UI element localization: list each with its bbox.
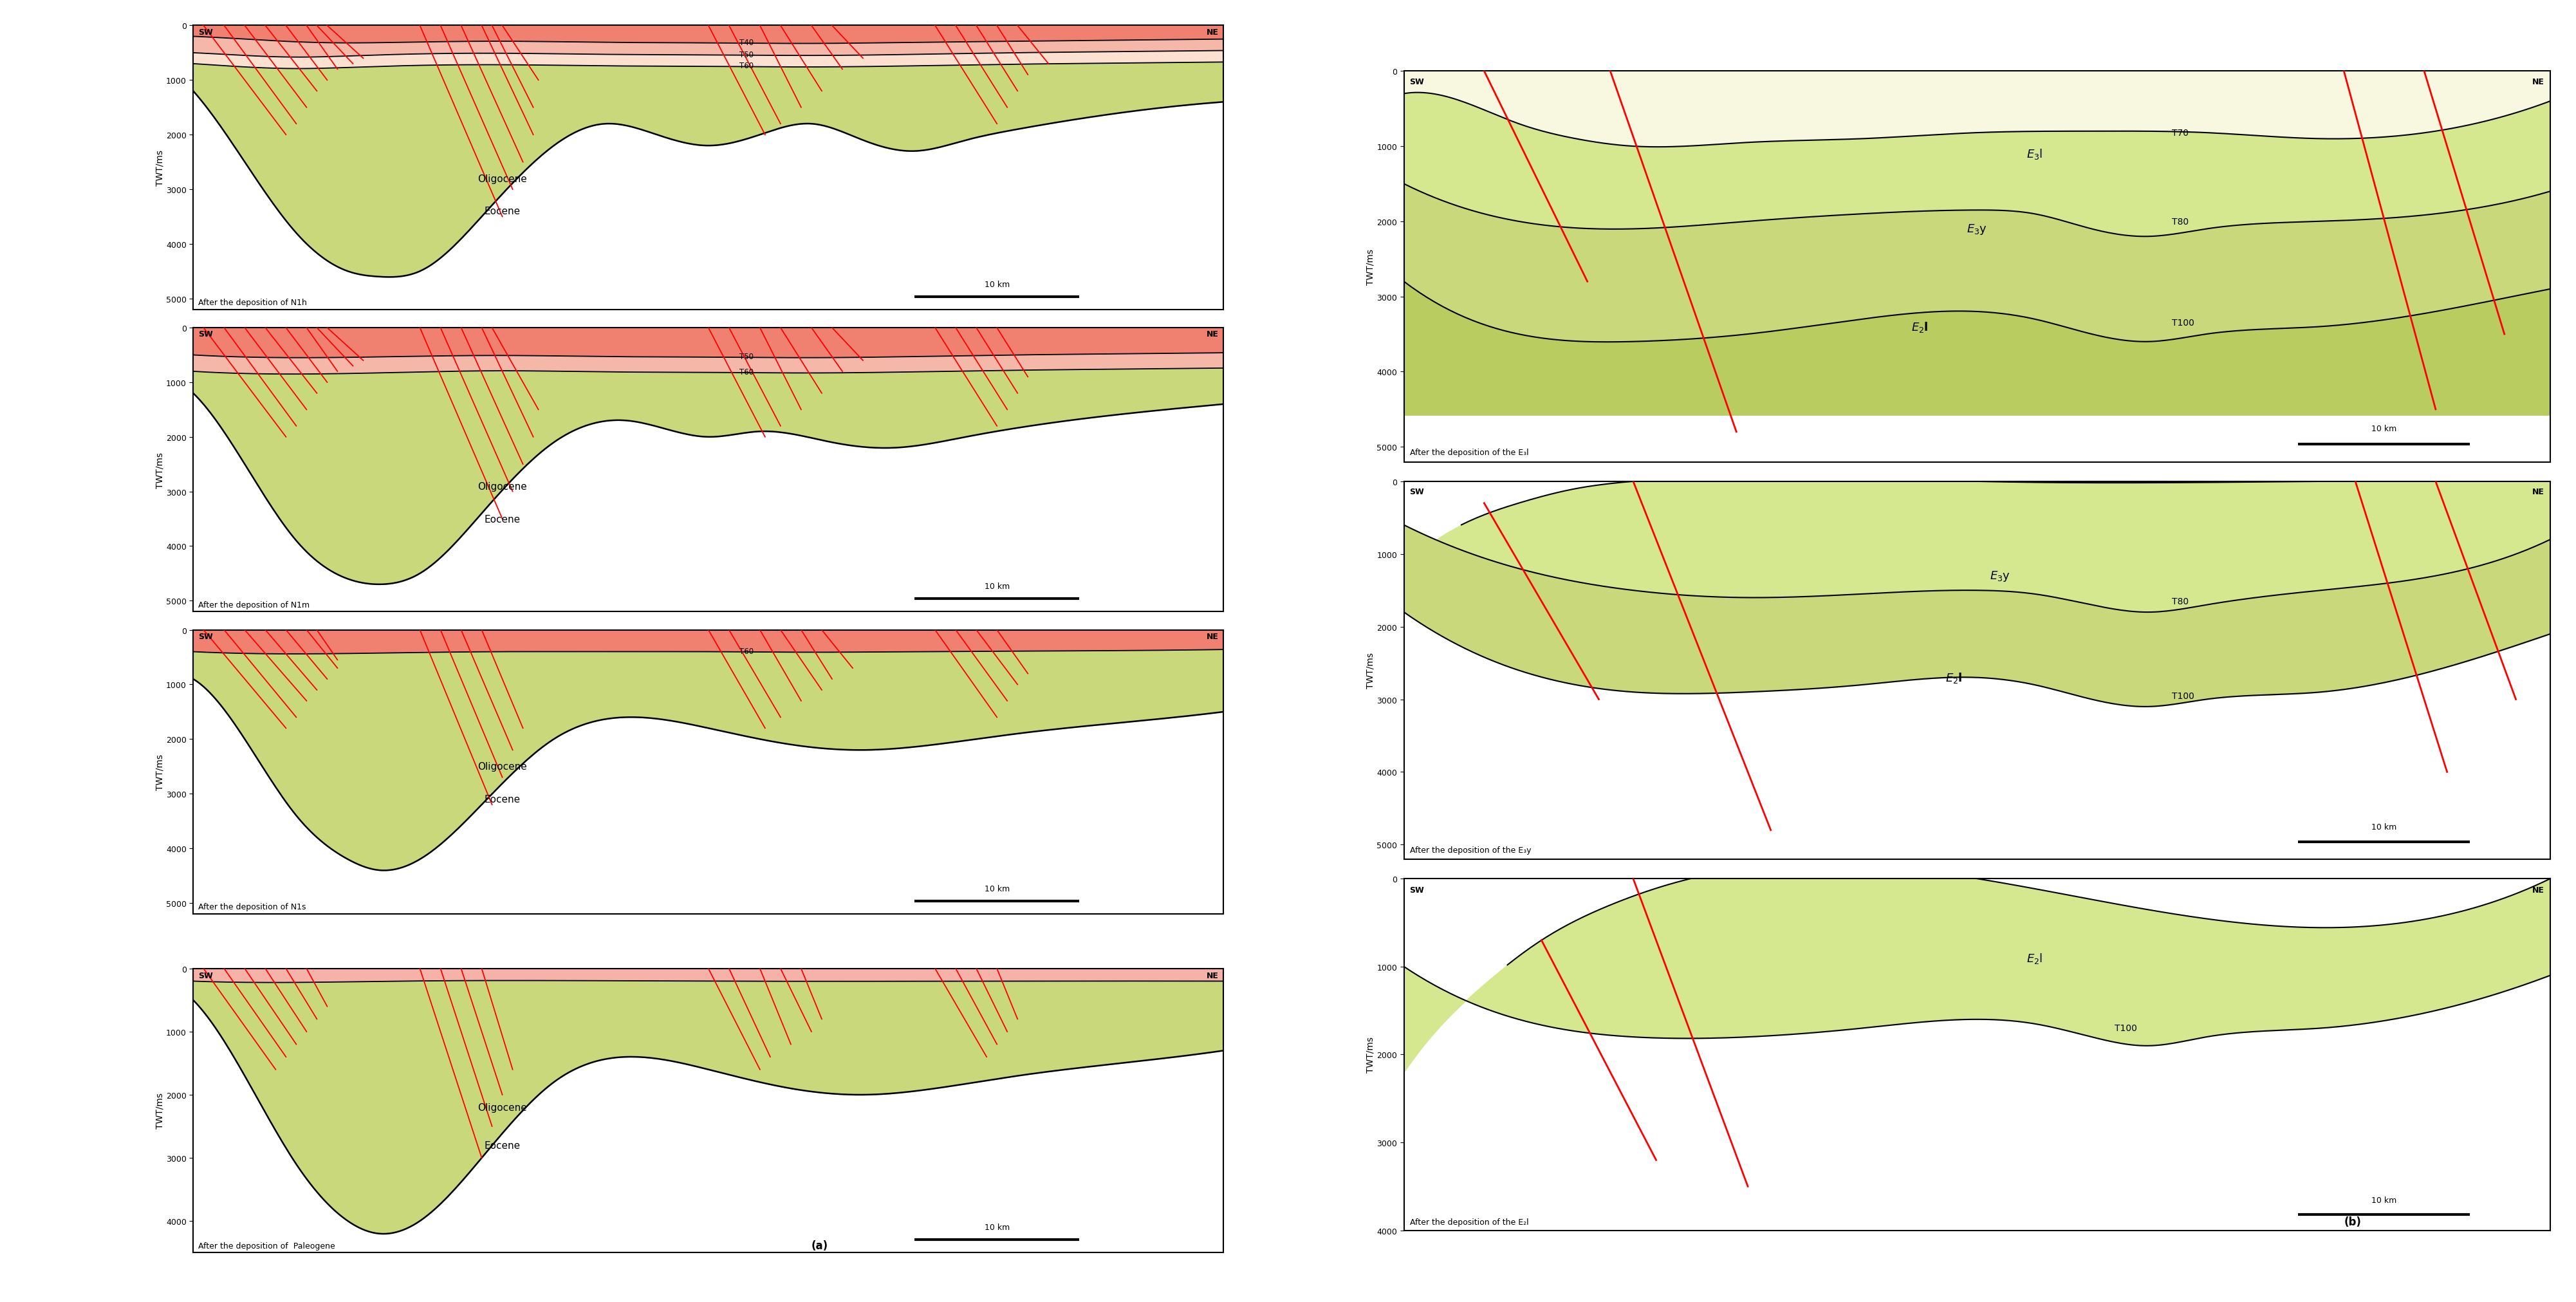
- Text: Oligocene: Oligocene: [477, 482, 528, 491]
- Text: NE: NE: [2532, 487, 2545, 496]
- Text: T60: T60: [739, 368, 755, 376]
- Text: T80: T80: [2172, 217, 2190, 227]
- Text: $E_2$l: $E_2$l: [1911, 320, 1929, 333]
- Text: Oligocene: Oligocene: [477, 1103, 528, 1112]
- Text: 10 km: 10 km: [2372, 424, 2396, 432]
- Text: After the deposition of N1s: After the deposition of N1s: [198, 902, 307, 911]
- Text: SW: SW: [198, 331, 214, 339]
- Text: Eocene: Eocene: [484, 514, 520, 523]
- Text: Oligocene: Oligocene: [477, 762, 528, 772]
- Text: 10 km: 10 km: [2372, 1195, 2396, 1204]
- Text: SW: SW: [198, 29, 214, 36]
- Text: Eocene: Eocene: [484, 207, 520, 216]
- Text: 10 km: 10 km: [2372, 823, 2396, 831]
- Y-axis label: TWT/ms: TWT/ms: [1365, 652, 1376, 689]
- Text: $E_2$l: $E_2$l: [1945, 671, 1963, 685]
- Text: T100: T100: [2172, 691, 2195, 700]
- Text: NE: NE: [1206, 29, 1218, 36]
- Text: T40: T40: [739, 39, 755, 47]
- Text: (a): (a): [811, 1240, 829, 1251]
- Text: T60: T60: [739, 61, 755, 70]
- Y-axis label: TWT/ms: TWT/ms: [155, 754, 165, 790]
- Text: T100: T100: [2172, 319, 2195, 328]
- Y-axis label: TWT/ms: TWT/ms: [155, 1092, 165, 1129]
- Text: After the deposition of N1h: After the deposition of N1h: [198, 298, 307, 307]
- Text: T70: T70: [2172, 129, 2190, 138]
- Text: After the deposition of the E₃l: After the deposition of the E₃l: [1409, 448, 1528, 457]
- Text: SW: SW: [198, 633, 214, 641]
- Y-axis label: TWT/ms: TWT/ms: [1365, 249, 1376, 285]
- Y-axis label: TWT/ms: TWT/ms: [1365, 1036, 1376, 1073]
- Text: Eocene: Eocene: [484, 1141, 520, 1150]
- Text: Oligocene: Oligocene: [477, 174, 528, 184]
- Text: T60: T60: [739, 647, 755, 656]
- Y-axis label: TWT/ms: TWT/ms: [155, 452, 165, 488]
- Text: $E_3$y: $E_3$y: [1968, 223, 1986, 236]
- Text: NE: NE: [1206, 971, 1218, 979]
- Text: After the deposition of the E₃y: After the deposition of the E₃y: [1409, 846, 1530, 854]
- Text: SW: SW: [1409, 487, 1425, 496]
- Text: 10 km: 10 km: [984, 884, 1010, 893]
- Text: SW: SW: [1409, 78, 1425, 86]
- Text: NE: NE: [2532, 78, 2545, 86]
- Text: 10 km: 10 km: [984, 1223, 1010, 1232]
- Text: NE: NE: [2532, 885, 2545, 894]
- Text: $E_3$l: $E_3$l: [2027, 147, 2043, 161]
- Text: Eocene: Eocene: [484, 794, 520, 805]
- Text: $E_3$y: $E_3$y: [1989, 569, 2009, 583]
- Text: SW: SW: [1409, 885, 1425, 894]
- Text: After the deposition of  Paleogene: After the deposition of Paleogene: [198, 1241, 335, 1250]
- Text: T50: T50: [739, 353, 752, 361]
- Text: (b): (b): [2344, 1216, 2362, 1228]
- Text: After the deposition of N1m: After the deposition of N1m: [198, 600, 309, 609]
- Text: NE: NE: [1206, 331, 1218, 339]
- Text: After the deposition of the E₂l: After the deposition of the E₂l: [1409, 1217, 1528, 1225]
- Text: 10 km: 10 km: [984, 280, 1010, 289]
- Text: T80: T80: [2172, 598, 2190, 605]
- Text: NE: NE: [1206, 633, 1218, 641]
- Text: SW: SW: [198, 971, 214, 979]
- Text: 10 km: 10 km: [984, 582, 1010, 591]
- Y-axis label: TWT/ms: TWT/ms: [155, 150, 165, 186]
- Text: T100: T100: [2115, 1023, 2138, 1032]
- Text: $E_2$l: $E_2$l: [2027, 952, 2043, 965]
- Text: T50: T50: [739, 51, 752, 59]
